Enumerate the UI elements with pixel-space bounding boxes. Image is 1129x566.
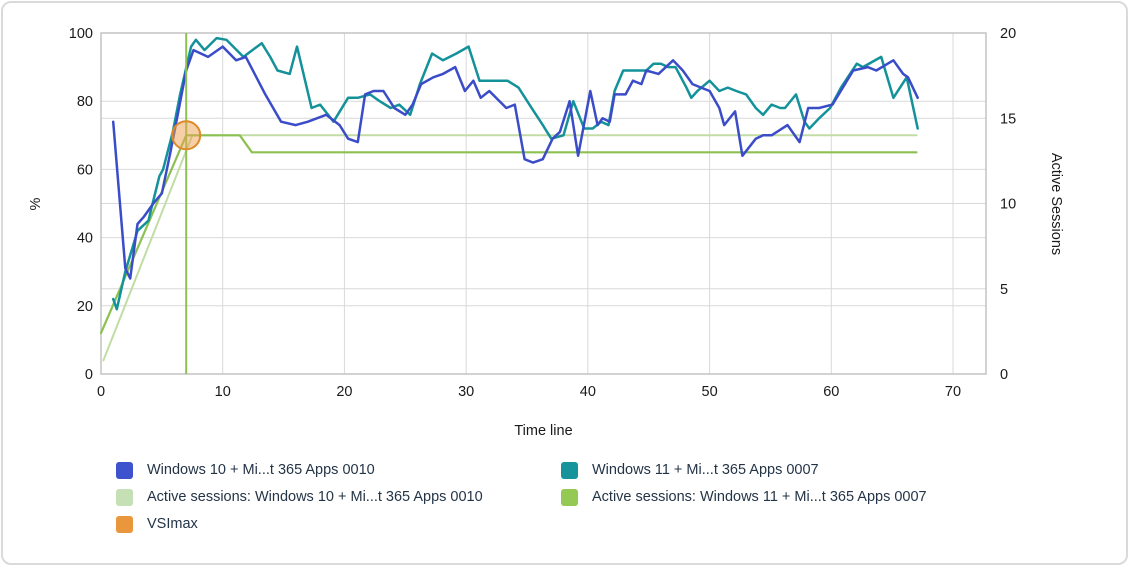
legend-label: Active sessions: Windows 11 + Mi...t 365…	[592, 489, 927, 505]
y-left-tick-label: 20	[77, 299, 93, 315]
legend-item-sessions-win11-0007: Active sessions: Windows 11 + Mi...t 365…	[561, 489, 927, 506]
vsimax-marker	[171, 120, 202, 151]
y-right-tick-label: 20	[1000, 26, 1016, 42]
x-axis-tick-label: 20	[336, 384, 352, 400]
legend-label: Windows 10 + Mi...t 365 Apps 0010	[147, 462, 375, 478]
y-left-tick-label: 80	[77, 94, 93, 110]
x-axis-tick-label: 0	[97, 384, 105, 400]
x-axis-tick-label: 30	[458, 384, 474, 400]
y-right-axis-title: Active Sessions	[1048, 153, 1064, 255]
y-left-tick-label: 60	[77, 162, 93, 178]
legend-swatch-sessions-win10-0010	[116, 489, 133, 506]
series-line-win11-0007	[111, 36, 919, 311]
legend-label: Windows 11 + Mi...t 365 Apps 0007	[592, 462, 819, 478]
legend-swatch-win10-0010	[116, 462, 133, 479]
y-right-tick-label: 15	[1000, 111, 1016, 127]
series-line-win10-0010	[111, 45, 919, 280]
y-right-tick-label: 10	[1000, 197, 1016, 213]
x-axis-tick-label: 50	[702, 384, 718, 400]
legend-label: VSImax	[147, 516, 198, 532]
series-line-sessions-win11-0007	[99, 134, 918, 335]
y-right-tick-label: 5	[1000, 282, 1008, 298]
x-axis-tick-label: 70	[945, 384, 961, 400]
x-axis-tick-label: 60	[823, 384, 839, 400]
legend-label: Active sessions: Windows 10 + Mi...t 365…	[147, 489, 483, 505]
legend-item-win11-0007: Windows 11 + Mi...t 365 Apps 0007	[561, 462, 927, 479]
legend-swatch-vsimax	[116, 516, 133, 533]
x-axis-title: Time line	[514, 423, 572, 439]
y-right-tick-label: 0	[1000, 367, 1008, 383]
x-axis-tick-label: 10	[215, 384, 231, 400]
legend-swatch-sessions-win11-0007	[561, 489, 578, 506]
y-left-tick-label: 100	[69, 26, 93, 42]
y-left-tick-label: 0	[85, 367, 93, 383]
legend-swatch-win11-0007	[561, 462, 578, 479]
legend-item-sessions-win10-0010: Active sessions: Windows 10 + Mi...t 365…	[116, 489, 561, 506]
chart-plot-border	[100, 32, 987, 375]
y-left-axis-title: %	[28, 197, 44, 210]
chart-legend: Windows 10 + Mi...t 365 Apps 0010 Windows…	[116, 462, 927, 533]
y-left-tick-label: 40	[77, 231, 93, 247]
chart-area: 0 10 20 30 40 50 60 70 0 20 40 60 80 100 0 5 10 15 20% Acti…	[3, 3, 1129, 448]
legend-item-vsimax: VSImax	[116, 516, 561, 533]
x-axis-tick-label: 40	[580, 384, 596, 400]
legend-item-win10-0010: Windows 10 + Mi...t 365 Apps 0010	[116, 462, 561, 479]
